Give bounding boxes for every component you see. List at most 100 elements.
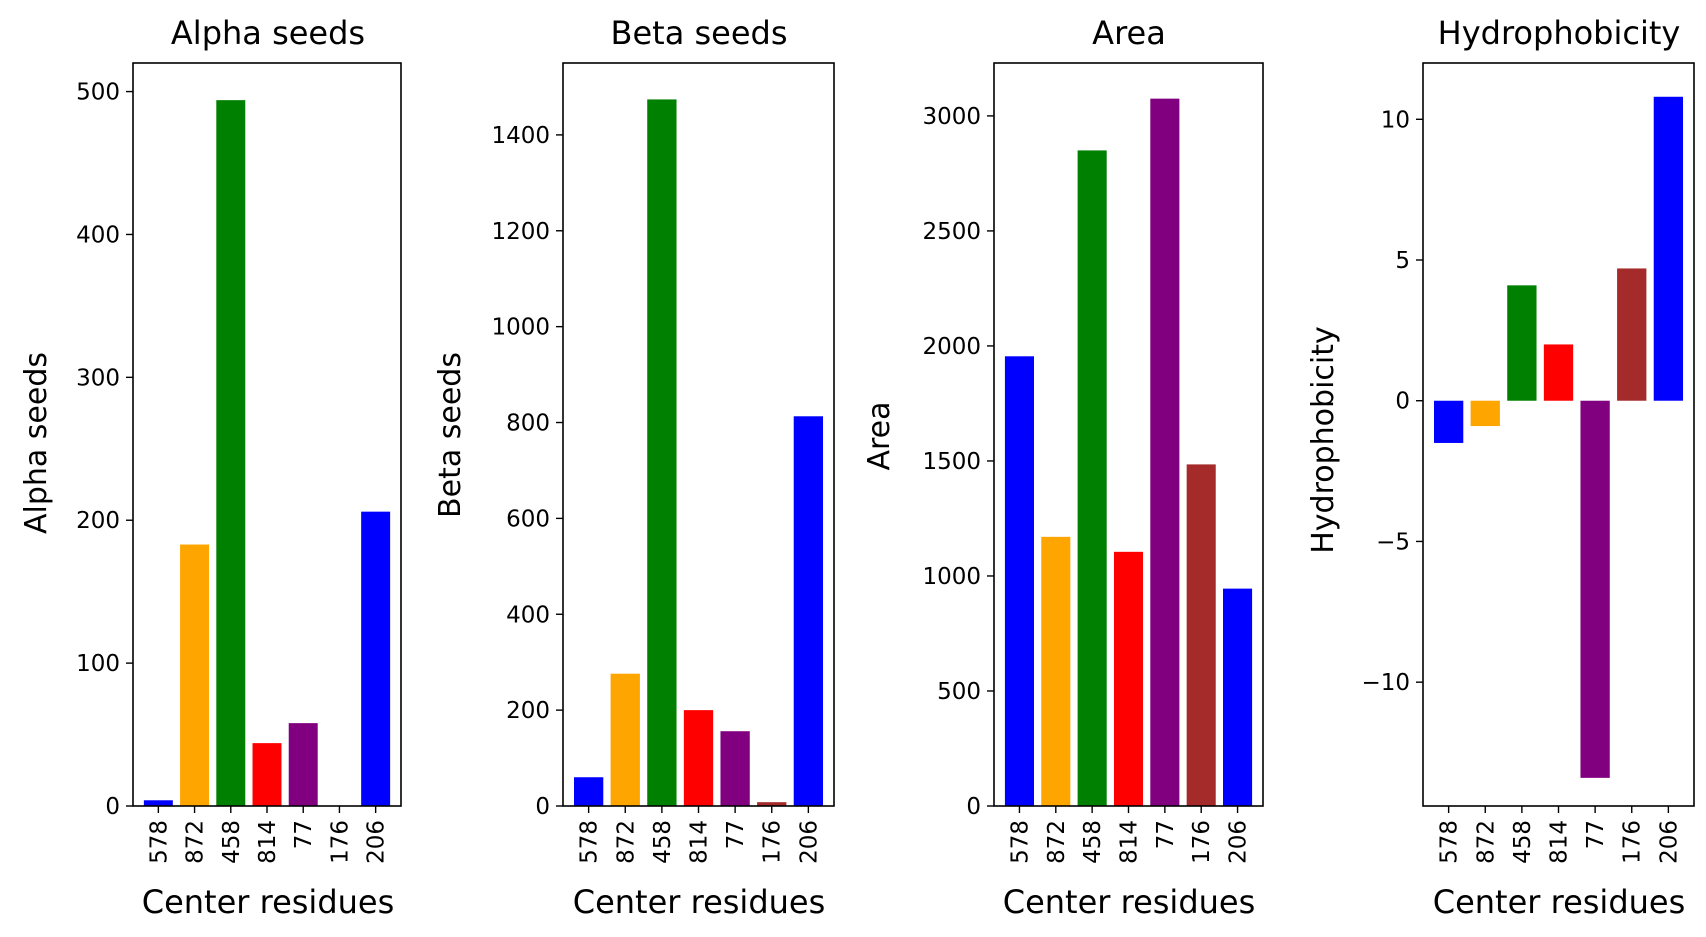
y-tick-label: 3000 xyxy=(922,104,981,130)
y-tick-label: 400 xyxy=(76,222,120,248)
x-axis-label: Center residues xyxy=(573,883,826,921)
x-tick-label: 176 xyxy=(1189,820,1215,864)
y-tick-label: 300 xyxy=(76,365,120,391)
chart-title: Beta seeds xyxy=(611,14,788,52)
bar-872 xyxy=(1470,400,1500,427)
x-tick-label: 176 xyxy=(1620,820,1646,864)
x-tick-label: 458 xyxy=(650,820,676,864)
bar-206 xyxy=(793,416,824,806)
x-tick-label: 458 xyxy=(1510,820,1536,864)
y-tick-label: 1200 xyxy=(491,219,550,245)
bar-458 xyxy=(1077,150,1107,806)
x-tick-label: 814 xyxy=(687,820,713,864)
y-tick-label: 100 xyxy=(76,651,120,677)
axes-frame xyxy=(562,62,835,807)
subplot-alpha-seeds: Alpha seeds Alpha seeds Center residues … xyxy=(19,14,402,921)
bar-578 xyxy=(143,800,173,806)
x-tick-label: 814 xyxy=(1547,820,1573,864)
bar-176 xyxy=(1186,464,1216,806)
bar-814 xyxy=(683,710,714,806)
bar-872 xyxy=(180,544,210,806)
y-tick-label: 200 xyxy=(76,508,120,534)
y-tick-label: 2000 xyxy=(922,334,981,360)
bar-206 xyxy=(361,511,391,806)
x-tick-label: 578 xyxy=(577,820,603,864)
x-tick-label: 77 xyxy=(723,820,749,849)
y-tick-label: 500 xyxy=(937,679,981,705)
bar-77 xyxy=(288,723,318,806)
x-tick-label: 77 xyxy=(1583,820,1609,849)
x-tick-label: 872 xyxy=(613,820,639,864)
bar-814 xyxy=(1113,551,1144,806)
x-tick-label: 77 xyxy=(1153,820,1179,849)
bar-77 xyxy=(1150,98,1180,806)
x-axis-label: Center residues xyxy=(142,883,395,921)
y-tick-label: 1500 xyxy=(922,449,981,475)
subplot-beta-seeds: Beta seeds Beta seeds Center residues 0 2… xyxy=(433,14,835,921)
y-tick-label: 400 xyxy=(506,602,550,628)
x-axis-label: Center residues xyxy=(1433,883,1686,921)
x-tick-label: 814 xyxy=(1117,820,1143,864)
y-tick-label: 0 xyxy=(105,794,120,820)
bar-872 xyxy=(610,673,640,806)
x-tick-label: 206 xyxy=(796,820,822,864)
chart-title: Hydrophobicity xyxy=(1438,14,1681,52)
x-tick-label: 872 xyxy=(1473,820,1499,864)
x-tick-label: 206 xyxy=(364,820,390,864)
y-tick-label: 2500 xyxy=(922,219,981,245)
bar-206 xyxy=(1223,588,1253,806)
x-tick-label: 206 xyxy=(1226,820,1252,864)
y-tick-label: 5 xyxy=(1395,248,1410,274)
y-tick-label: 1400 xyxy=(491,123,550,149)
bar-872 xyxy=(1041,536,1071,806)
bar-458 xyxy=(647,99,677,807)
bar-578 xyxy=(1004,356,1034,806)
y-axis-label: Beta seeds xyxy=(433,352,468,518)
y-tick-label: 0 xyxy=(1395,389,1410,415)
x-tick-label: 206 xyxy=(1656,820,1682,864)
y-tick-label: 500 xyxy=(76,80,120,106)
bar-578 xyxy=(1433,400,1464,443)
x-tick-label: 872 xyxy=(1044,820,1070,864)
axes-frame xyxy=(132,62,402,807)
y-axis-label: Hydrophobicity xyxy=(1306,326,1341,554)
bar-77 xyxy=(720,731,750,806)
bar-176 xyxy=(1617,268,1647,401)
bar-458 xyxy=(216,100,246,806)
subplot-hydrophobicity: Hydrophobicity Hydrophobicity Center res… xyxy=(1306,14,1695,921)
chart-title: Area xyxy=(1092,14,1166,52)
y-tick-label: 0 xyxy=(535,794,550,820)
y-axis-label: Area xyxy=(862,401,897,470)
x-tick-label: 872 xyxy=(183,820,209,864)
y-tick-label: 10 xyxy=(1381,107,1410,133)
bar-578 xyxy=(573,777,604,806)
x-tick-label: 578 xyxy=(1007,820,1033,864)
y-tick-label: 800 xyxy=(506,411,550,437)
bar-176 xyxy=(757,802,787,806)
y-tick-label: −10 xyxy=(1361,670,1410,696)
y-tick-label: 200 xyxy=(506,698,550,724)
x-axis-label: Center residues xyxy=(1003,883,1256,921)
x-tick-label: 458 xyxy=(1080,820,1106,864)
chart-title: Alpha seeds xyxy=(171,14,365,52)
bar-814 xyxy=(252,743,282,806)
y-tick-label: 600 xyxy=(506,506,550,532)
y-tick-label: −5 xyxy=(1376,529,1410,555)
x-tick-label: 578 xyxy=(146,820,172,864)
subplot-area: Area Area Center residues 0 500 1000 1500 20… xyxy=(862,14,1264,921)
x-tick-label: 814 xyxy=(255,820,281,864)
x-tick-label: 77 xyxy=(291,820,317,849)
bar-458 xyxy=(1507,285,1537,401)
bar-814 xyxy=(1543,344,1574,401)
x-tick-label: 578 xyxy=(1437,820,1463,864)
bar-77 xyxy=(1580,400,1610,778)
x-tick-label: 458 xyxy=(219,820,245,864)
y-tick-label: 1000 xyxy=(922,564,981,590)
x-tick-label: 176 xyxy=(327,820,353,864)
axes-frame xyxy=(1422,62,1695,807)
y-tick-label: 1000 xyxy=(491,315,550,341)
x-tick-label: 176 xyxy=(760,820,786,864)
y-tick-label: 0 xyxy=(966,794,981,820)
bar-206 xyxy=(1653,96,1684,401)
